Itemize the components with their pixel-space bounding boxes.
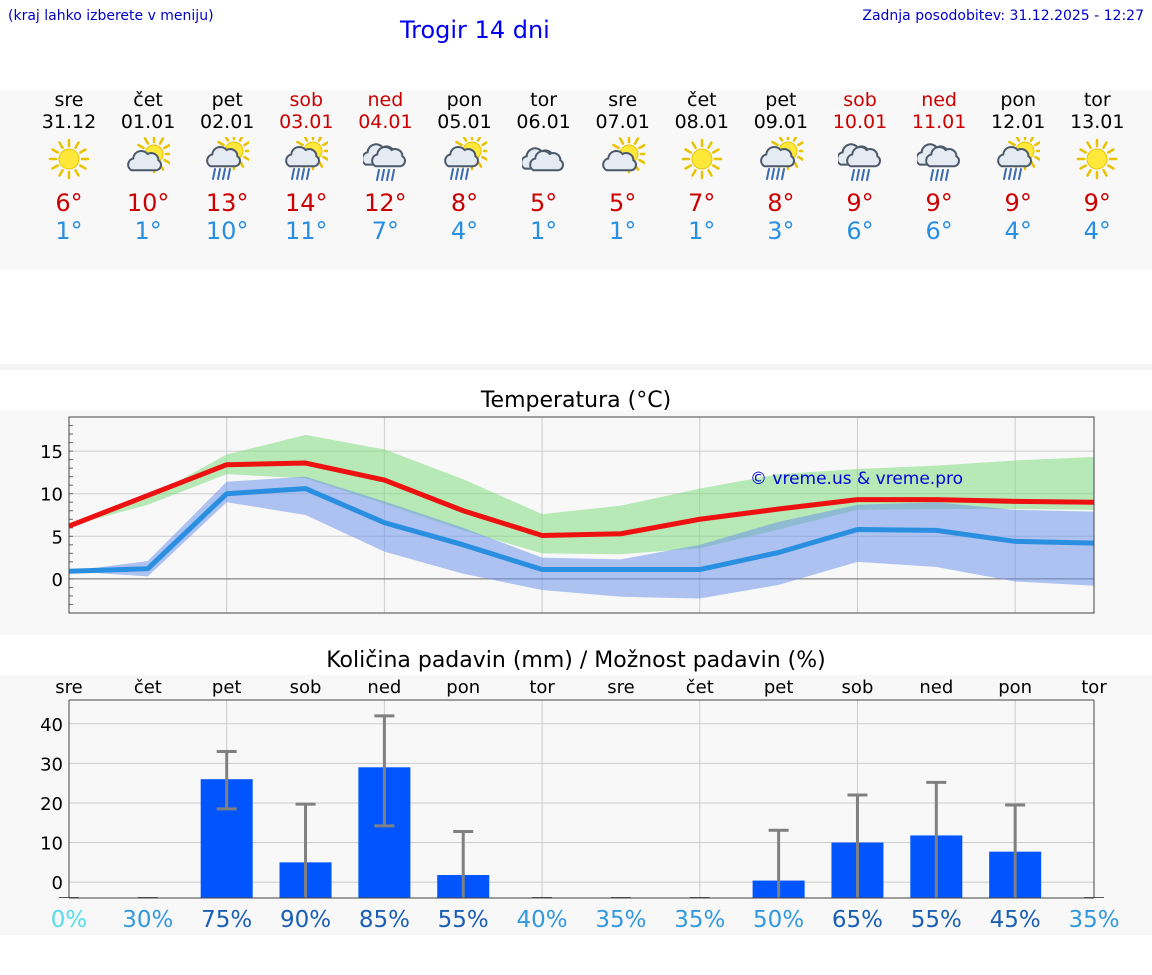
temperature-chart-title: Temperatura (°C) [480, 388, 672, 413]
sun-cloud-rain-icon [443, 137, 487, 180]
sun-icon [1077, 138, 1118, 180]
day-date: 12.01 [990, 111, 1046, 133]
cloud-rain-icon [917, 143, 961, 181]
day-column: pet 02.01 13° 10° [187, 89, 267, 245]
sun-cloud-rain-icon [285, 137, 329, 180]
day-date: 01.01 [120, 111, 176, 133]
day-date: 04.01 [358, 111, 413, 133]
day-column: ned 11.01 9° 6° [899, 89, 979, 245]
temperature-chart-area [0, 410, 1152, 635]
page-title: Trogir 14 dni [400, 16, 550, 44]
min-temperature: 4° [450, 217, 479, 245]
max-temperature: 13° [205, 189, 249, 217]
max-temperature: 10° [126, 189, 170, 217]
day-column: pet 09.01 8° 3° [741, 89, 821, 245]
day-column: sre 07.01 5° 1° [583, 89, 663, 245]
min-temperature: 3° [767, 217, 795, 245]
day-date: 05.01 [437, 111, 492, 133]
day-column: pon 12.01 9° 4° [978, 89, 1058, 245]
precipitation-chart-title: Količina padavin (mm) / Možnost padavin … [326, 648, 826, 673]
cloud-sun-icon [127, 137, 171, 174]
min-temperature: 10° [205, 217, 249, 245]
day-column: ned 04.01 12° 7° [345, 89, 425, 245]
day-column: čet 08.01 7° 1° [662, 89, 742, 245]
day-name: pon [446, 89, 483, 111]
precipitation-chart-area [0, 675, 1152, 935]
day-name: čet [133, 89, 163, 111]
cloud-icon [521, 147, 564, 172]
cloud-rain-icon [838, 143, 881, 181]
cloud-rain-icon [363, 143, 407, 181]
day-date: 09.01 [753, 111, 809, 133]
min-temperature: 1° [529, 217, 558, 245]
sun-cloud-rain-icon [997, 137, 1041, 180]
day-date: 31.12 [41, 111, 97, 133]
sun-cloud-rain-icon [206, 137, 250, 180]
day-column: sre 31.12 6° 1° [29, 89, 109, 245]
day-name: tor [530, 89, 558, 111]
daily-forecast-strip [0, 90, 1152, 270]
day-date: 10.01 [832, 111, 888, 133]
day-date: 03.01 [279, 111, 334, 133]
min-temperature: 7° [371, 217, 400, 245]
sun-icon [681, 138, 723, 180]
day-column: tor 06.01 5° 1° [504, 89, 584, 245]
max-temperature: 5° [609, 189, 637, 217]
max-temperature: 8° [450, 189, 479, 217]
min-temperature: 1° [688, 217, 716, 245]
day-name: sre [608, 89, 638, 111]
day-name: čet [687, 89, 717, 111]
day-column: tor 13.01 9° 4° [1057, 89, 1137, 245]
max-temperature: 9° [846, 189, 874, 217]
day-name: tor [1083, 89, 1111, 111]
max-temperature: 5° [529, 189, 558, 217]
sun-cloud-rain-icon [760, 137, 803, 180]
day-column: pon 05.01 8° 4° [425, 89, 505, 245]
day-name: ned [921, 89, 957, 111]
day-date: 06.01 [516, 111, 571, 133]
day-date: 07.01 [595, 111, 650, 133]
day-date: 08.01 [674, 111, 729, 133]
max-temperature: 7° [688, 189, 716, 217]
max-temperature: 14° [285, 189, 328, 217]
max-temperature: 9° [1004, 189, 1032, 217]
day-name: pet [211, 89, 243, 111]
day-name: sob [843, 89, 877, 111]
min-temperature: 6° [925, 217, 953, 245]
max-temperature: 8° [767, 189, 795, 217]
min-temperature: 1° [134, 217, 162, 245]
day-date: 11.01 [911, 111, 967, 133]
day-date: 02.01 [199, 111, 255, 133]
day-column: sob 03.01 14° 11° [266, 89, 346, 245]
min-temperature: 1° [609, 217, 637, 245]
day-date: 13.01 [1070, 111, 1125, 133]
location-menu-hint[interactable]: (kraj lahko izberete v meniju) [8, 8, 214, 24]
min-temperature: 1° [55, 217, 83, 245]
min-temperature: 4° [1083, 217, 1111, 245]
day-name: sob [289, 89, 324, 111]
last-update: Zadnja posodobitev: 31.12.2025 - 12:27 [862, 8, 1144, 24]
max-temperature: 9° [925, 189, 953, 217]
max-temperature: 12° [364, 189, 407, 217]
day-name: pet [765, 89, 797, 111]
cloud-sun-icon [601, 137, 645, 174]
min-temperature: 6° [846, 217, 874, 245]
day-column: sob 10.01 9° 6° [820, 89, 900, 245]
day-name: ned [367, 89, 404, 111]
min-temperature: 4° [1004, 217, 1032, 245]
sun-icon [48, 138, 90, 180]
divider-strip [0, 364, 1152, 370]
day-name: sre [54, 89, 84, 111]
day-name: pon [1000, 89, 1037, 111]
max-temperature: 6° [55, 189, 83, 217]
min-temperature: 11° [285, 217, 328, 245]
day-column: čet 01.01 10° 1° [108, 89, 188, 245]
max-temperature: 9° [1083, 189, 1111, 217]
